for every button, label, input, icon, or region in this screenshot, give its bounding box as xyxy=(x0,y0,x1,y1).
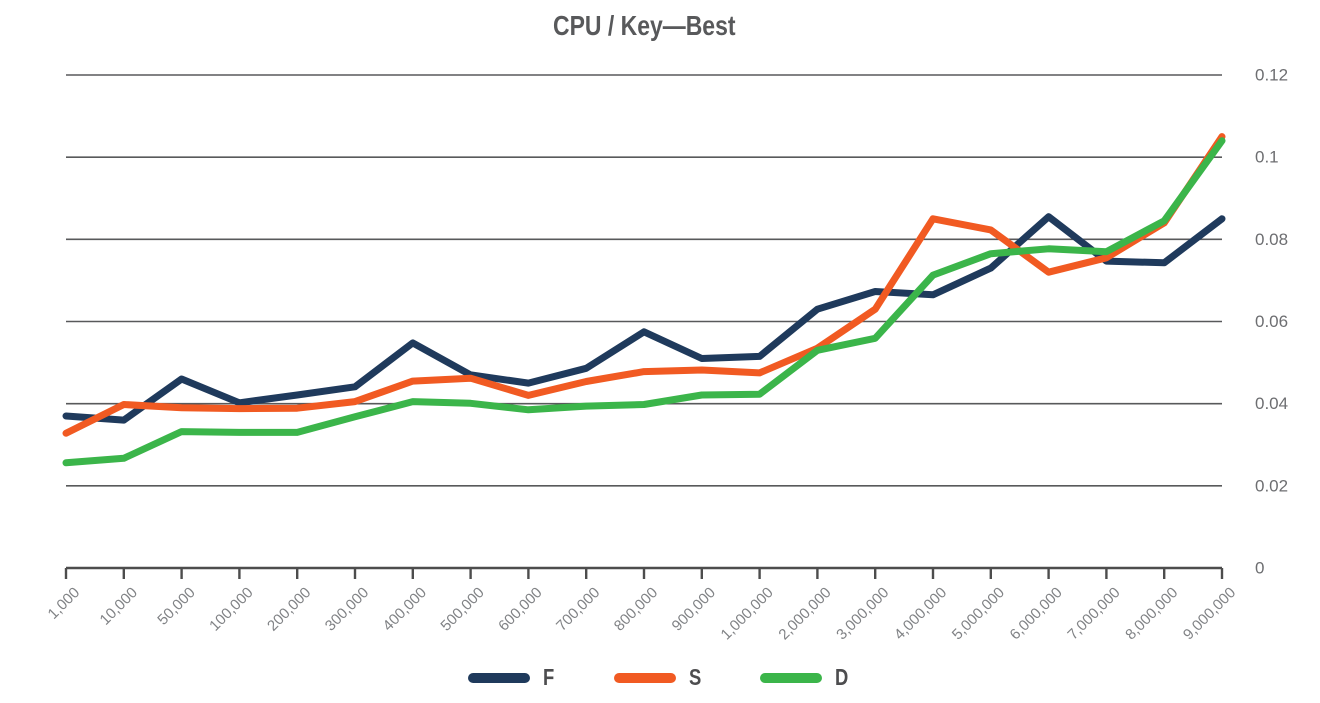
legend-swatch-F xyxy=(468,672,531,683)
legend-item-S[interactable]: S xyxy=(613,664,704,691)
legend-label-D: D xyxy=(834,664,849,690)
x-tick-label: 900,000 xyxy=(669,584,719,634)
series-line-F xyxy=(62,213,1226,424)
x-tick-label: 2,000,000 xyxy=(775,584,834,643)
x-tick-label: 100,000 xyxy=(206,584,256,634)
x-tick-label: 10,000 xyxy=(97,584,141,628)
chart-title-text: CPU / Key—Best xyxy=(552,10,736,41)
chart-title: CPU / Key—Best xyxy=(66,10,1222,42)
y-tick-label: 0 xyxy=(1255,559,1264,578)
x-tick-label: 500,000 xyxy=(437,584,487,634)
x-tick-label: 7,000,000 xyxy=(1064,584,1123,643)
y-tick-label: 0.08 xyxy=(1255,230,1288,249)
series-line-S xyxy=(62,133,1226,437)
x-tick-label: 800,000 xyxy=(611,584,661,634)
x-tick-label: 300,000 xyxy=(322,584,372,634)
x-tick-label: 9,000,000 xyxy=(1180,584,1239,643)
series-line-D xyxy=(62,137,1226,467)
x-tick-label: 3,000,000 xyxy=(833,584,892,643)
x-tick-label: 1,000,000 xyxy=(718,584,777,643)
legend-label-F: F xyxy=(543,664,555,690)
legend-swatch-D xyxy=(759,672,822,683)
y-tick-label: 0.02 xyxy=(1255,476,1288,495)
legend-swatch-S xyxy=(613,672,676,683)
y-tick-label: 0.1 xyxy=(1255,148,1279,167)
x-tick-label: 700,000 xyxy=(553,584,603,634)
legend-item-D[interactable]: D xyxy=(759,664,852,691)
legend-item-F[interactable]: F xyxy=(468,664,557,691)
x-tick-label: 600,000 xyxy=(495,584,545,634)
x-tick-label: 6,000,000 xyxy=(1007,584,1066,643)
x-tick-label: 50,000 xyxy=(154,584,198,628)
x-tick-label: 400,000 xyxy=(380,584,430,634)
x-tick-label: 1,000 xyxy=(45,584,84,623)
y-tick-label: 0.04 xyxy=(1255,394,1288,413)
legend-label-S: S xyxy=(688,664,701,690)
x-tick-label: 200,000 xyxy=(264,584,314,634)
x-tick-label: 4,000,000 xyxy=(891,584,950,643)
x-tick-label: 8,000,000 xyxy=(1122,584,1181,643)
y-tick-label: 0.06 xyxy=(1255,312,1288,331)
x-tick-label: 5,000,000 xyxy=(949,584,1008,643)
y-tick-label: 0.12 xyxy=(1255,66,1288,85)
